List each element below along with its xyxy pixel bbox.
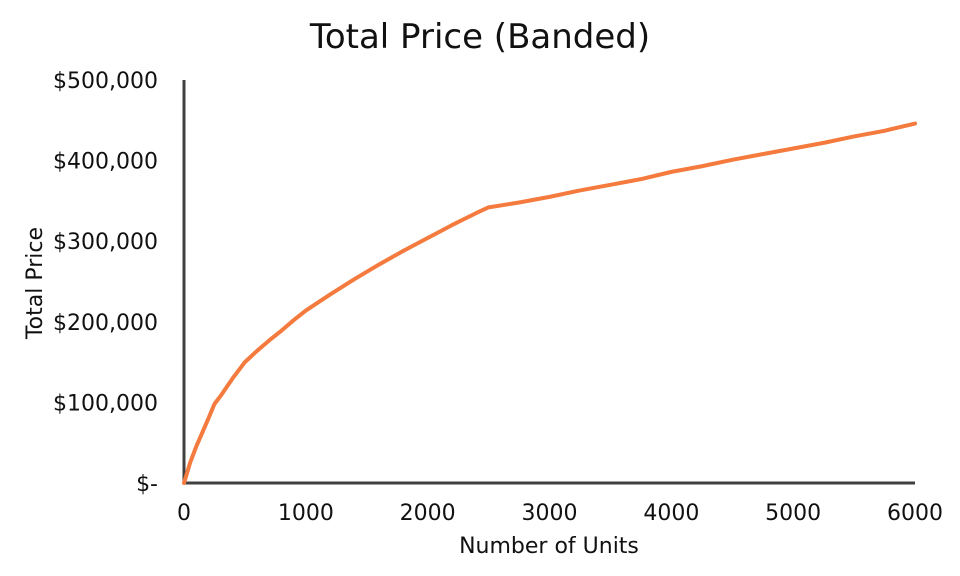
- chart-title: Total Price (Banded): [309, 17, 650, 57]
- y-tick-label: $300,000: [53, 230, 158, 255]
- x-tick-label: 2000: [400, 501, 456, 526]
- x-tick-label: 1000: [278, 501, 334, 526]
- y-tick-label: $100,000: [53, 391, 158, 416]
- x-tick-label: 3000: [522, 501, 578, 526]
- y-tick-label: $500,000: [53, 69, 158, 94]
- y-tick-label: $400,000: [53, 150, 158, 175]
- x-axis-ticks: 0 1000 2000 3000 4000 5000 6000: [177, 501, 943, 526]
- x-axis-label: Number of Units: [459, 534, 639, 559]
- x-tick-label: 5000: [765, 501, 821, 526]
- x-tick-label: 0: [177, 501, 191, 526]
- y-axis-label: Total Price: [23, 227, 48, 340]
- y-tick-label: $200,000: [53, 311, 158, 336]
- y-tick-label: $-: [136, 472, 158, 497]
- x-tick-label: 4000: [643, 501, 699, 526]
- x-tick-label: 6000: [887, 501, 943, 526]
- series-line: [182, 121, 917, 485]
- y-axis-ticks: $- $100,000 $200,000 $300,000 $400,000 $500,0…: [53, 69, 158, 497]
